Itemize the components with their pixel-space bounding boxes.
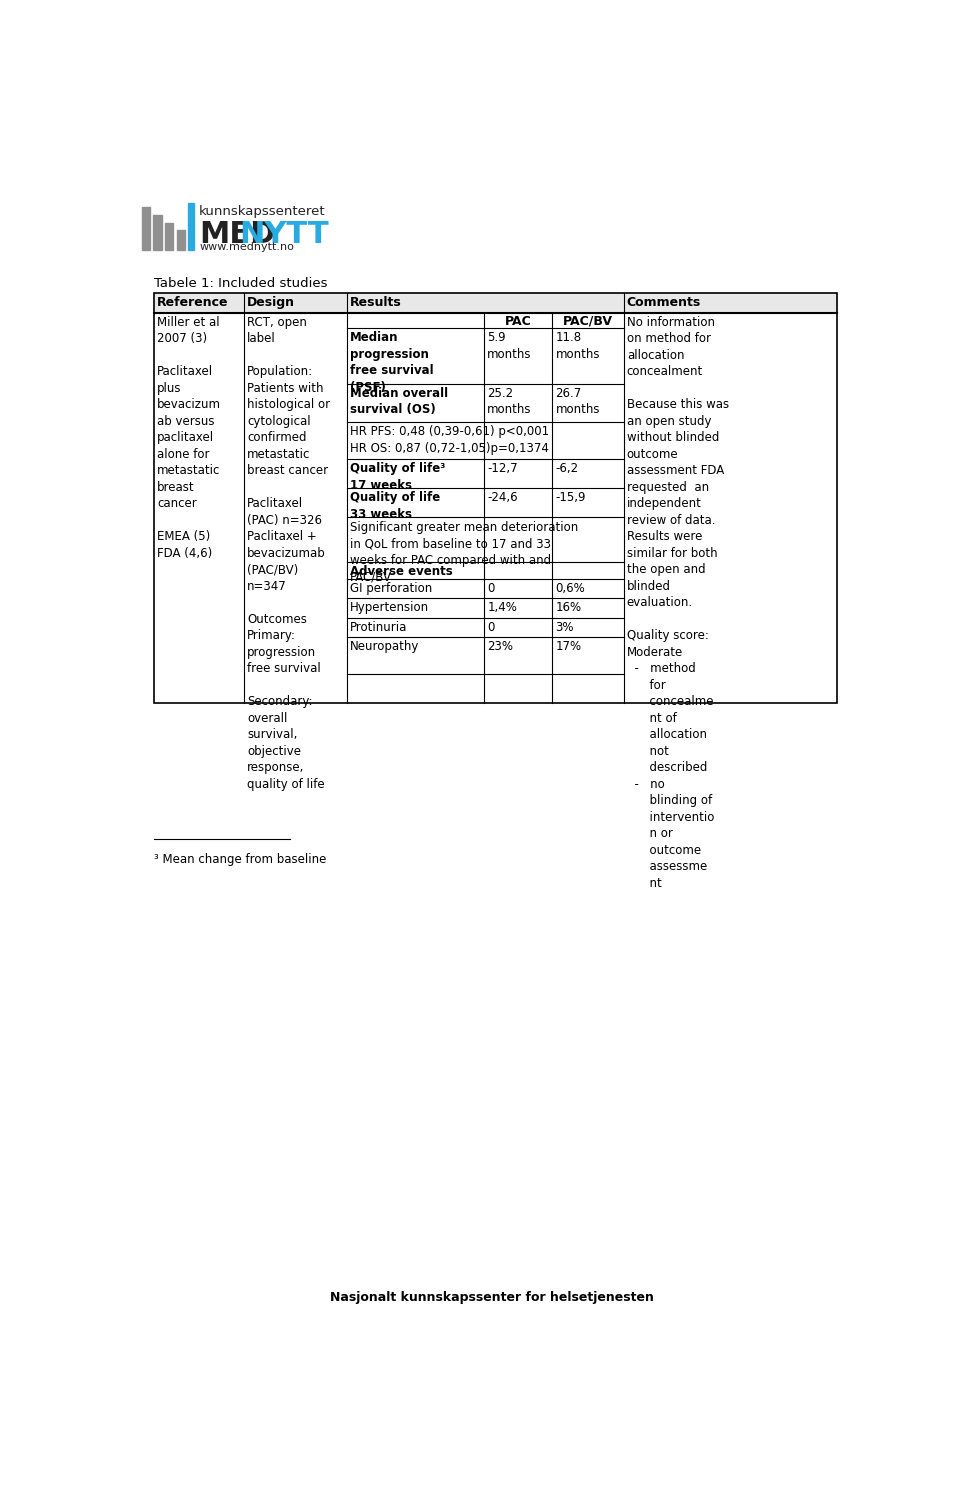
Text: 17%: 17% — [556, 640, 582, 652]
Text: 0: 0 — [488, 621, 494, 634]
Text: Comments: Comments — [627, 296, 701, 308]
Text: 1,4%: 1,4% — [488, 602, 517, 615]
Bar — [165, 222, 174, 250]
Text: www.mednytt.no: www.mednytt.no — [199, 241, 294, 252]
Bar — [177, 231, 185, 250]
Bar — [154, 214, 162, 250]
Text: Median
progression
free survival
(PSF): Median progression free survival (PSF) — [350, 331, 434, 393]
Text: NYTT: NYTT — [239, 220, 329, 249]
Text: Results: Results — [350, 296, 402, 308]
Text: Hypertension: Hypertension — [350, 602, 429, 615]
Text: 0: 0 — [488, 582, 494, 596]
Text: 3%: 3% — [556, 621, 574, 634]
Text: Significant greater mean deterioration
in QoL from baseline to 17 and 33
weeks f: Significant greater mean deterioration i… — [350, 521, 579, 584]
Text: 11.8
months: 11.8 months — [556, 331, 600, 360]
Text: -12,7: -12,7 — [488, 462, 518, 475]
Text: 23%: 23% — [488, 640, 514, 652]
Text: HR PFS: 0,48 (0,39-0,61) p<0,001
HR OS: 0,87 (0,72-1,05)p=0,1374: HR PFS: 0,48 (0,39-0,61) p<0,001 HR OS: … — [350, 424, 549, 454]
Text: 16%: 16% — [556, 602, 582, 615]
Text: Adverse events: Adverse events — [350, 566, 453, 578]
Text: Neuropathy: Neuropathy — [350, 640, 420, 652]
Text: 5.9
months: 5.9 months — [488, 331, 532, 360]
Bar — [142, 207, 150, 250]
Text: Quality of life³
17 weeks: Quality of life³ 17 weeks — [350, 462, 445, 491]
Bar — [155, 293, 837, 703]
Text: Protinuria: Protinuria — [350, 621, 408, 634]
Bar — [188, 204, 194, 250]
Text: 0,6%: 0,6% — [556, 582, 586, 596]
Bar — [155, 293, 837, 313]
Text: kunnskapssenteret: kunnskapssenteret — [199, 205, 325, 217]
Text: Miller et al
2007 (3)

Paclitaxel
plus
bevacizum
ab versus
paclitaxel
alone for
: Miller et al 2007 (3) Paclitaxel plus be… — [157, 316, 221, 560]
Text: Design: Design — [247, 296, 295, 308]
Text: -15,9: -15,9 — [556, 491, 586, 505]
Text: No information
on method for
allocation
concealment

Because this was
an open st: No information on method for allocation … — [627, 316, 729, 890]
Text: Reference: Reference — [157, 296, 228, 308]
Text: PAC/BV: PAC/BV — [564, 316, 613, 328]
Text: -6,2: -6,2 — [556, 462, 579, 475]
Text: GI perforation: GI perforation — [350, 582, 432, 596]
Text: Median overall
survival (OS): Median overall survival (OS) — [350, 387, 448, 415]
Text: ³ Mean change from baseline: ³ Mean change from baseline — [155, 853, 326, 867]
Text: RCT, open
label

Population:
Patients with
histological or
cytological
confirmed: RCT, open label Population: Patients wit… — [247, 316, 330, 791]
Text: 26.7
months: 26.7 months — [556, 387, 600, 415]
Text: Quality of life
33 weeks: Quality of life 33 weeks — [350, 491, 441, 521]
Text: Nasjonalt kunnskapssenter for helsetjenesten: Nasjonalt kunnskapssenter for helsetjene… — [330, 1291, 654, 1304]
Text: MED: MED — [199, 220, 276, 249]
Text: 25.2
months: 25.2 months — [488, 387, 532, 415]
Text: PAC: PAC — [505, 316, 532, 328]
Text: -24,6: -24,6 — [488, 491, 518, 505]
Text: Tabele 1: Included studies: Tabele 1: Included studies — [155, 277, 327, 290]
